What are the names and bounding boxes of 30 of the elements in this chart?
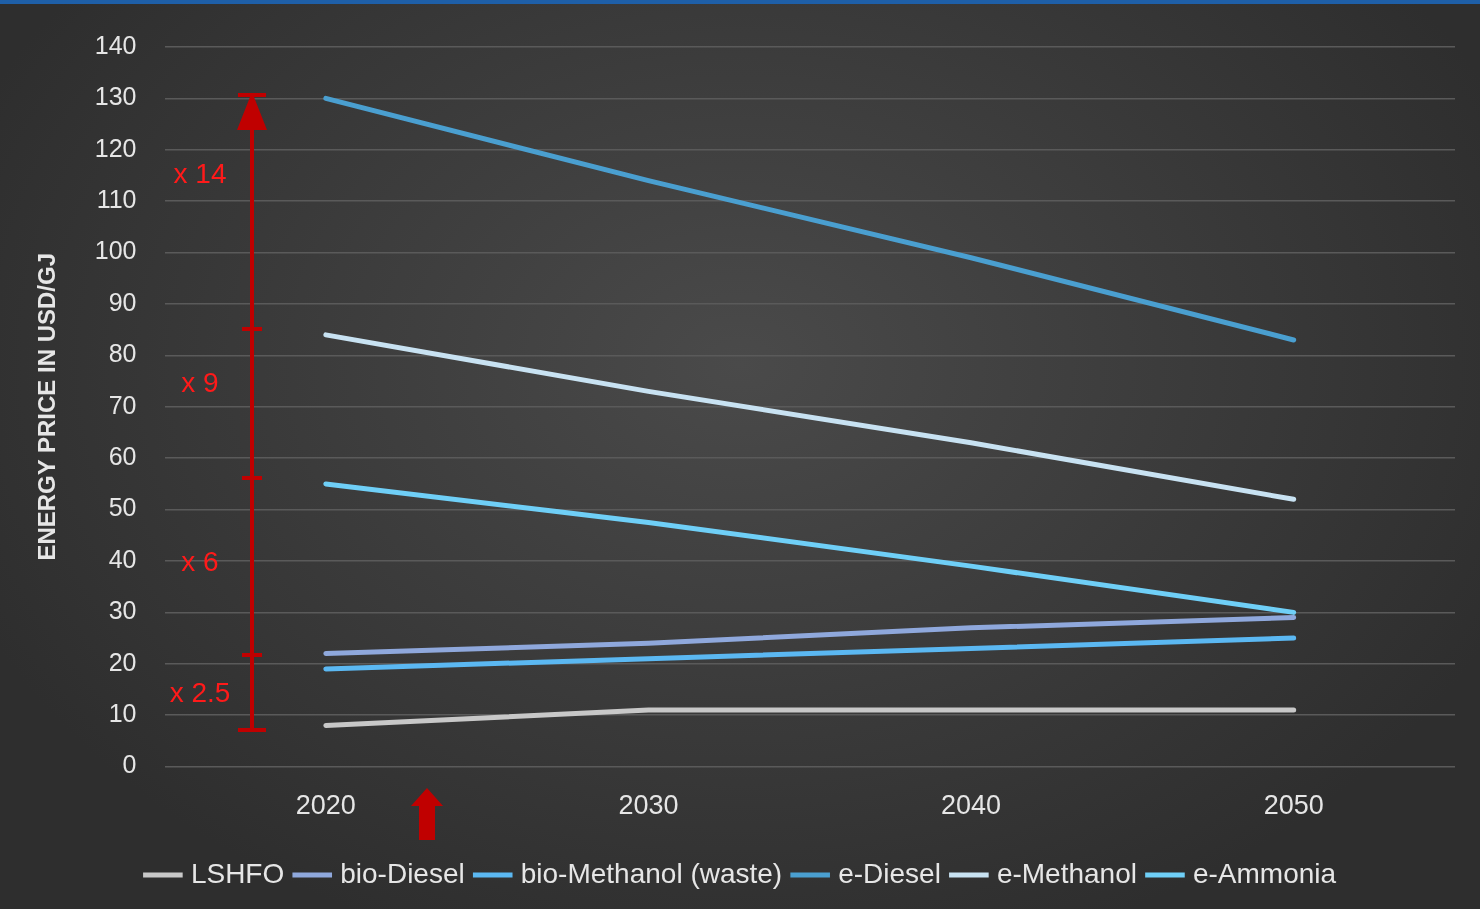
x-tick-label: 2040	[941, 790, 1002, 821]
y-tick-label: 60	[108, 442, 137, 471]
y-tick-label: 130	[94, 82, 137, 111]
y-tick-label: 20	[108, 647, 137, 676]
y-tick-label: 80	[108, 339, 137, 368]
y-tick-label: 40	[108, 544, 137, 573]
annotation: x 6	[181, 545, 219, 577]
y-tick-label: 10	[108, 699, 137, 728]
y-tick-label: 70	[108, 390, 137, 419]
y-tick-label: 0	[122, 750, 137, 779]
annotation: x 9	[181, 366, 219, 398]
y-tick-label: 90	[108, 287, 137, 316]
annotation: x 2.5	[169, 676, 231, 708]
y-tick-label: 50	[108, 493, 137, 522]
y-tick-label: 120	[94, 133, 137, 162]
legend-label: e-Methanol	[996, 857, 1137, 889]
y-tick-label: 140	[94, 30, 137, 59]
legend-label: LSHFO	[190, 857, 285, 889]
x-tick-label: 2050	[1263, 790, 1324, 821]
y-axis-title: ENERGY PRICE IN USD/GJ	[33, 252, 61, 561]
y-tick-label: 110	[96, 185, 137, 214]
legend-label: bio-Methanol (waste)	[520, 857, 783, 889]
legend-label: bio-Diesel	[340, 857, 465, 889]
annotation: x 14	[173, 157, 227, 189]
legend-label: e-Ammonia	[1192, 857, 1337, 889]
y-tick-label: 100	[94, 236, 137, 265]
x-tick-label: 2020	[295, 790, 356, 821]
legend-label: e-Diesel	[838, 857, 941, 889]
y-tick-label: 30	[108, 596, 137, 625]
x-tick-label: 2030	[618, 790, 679, 821]
